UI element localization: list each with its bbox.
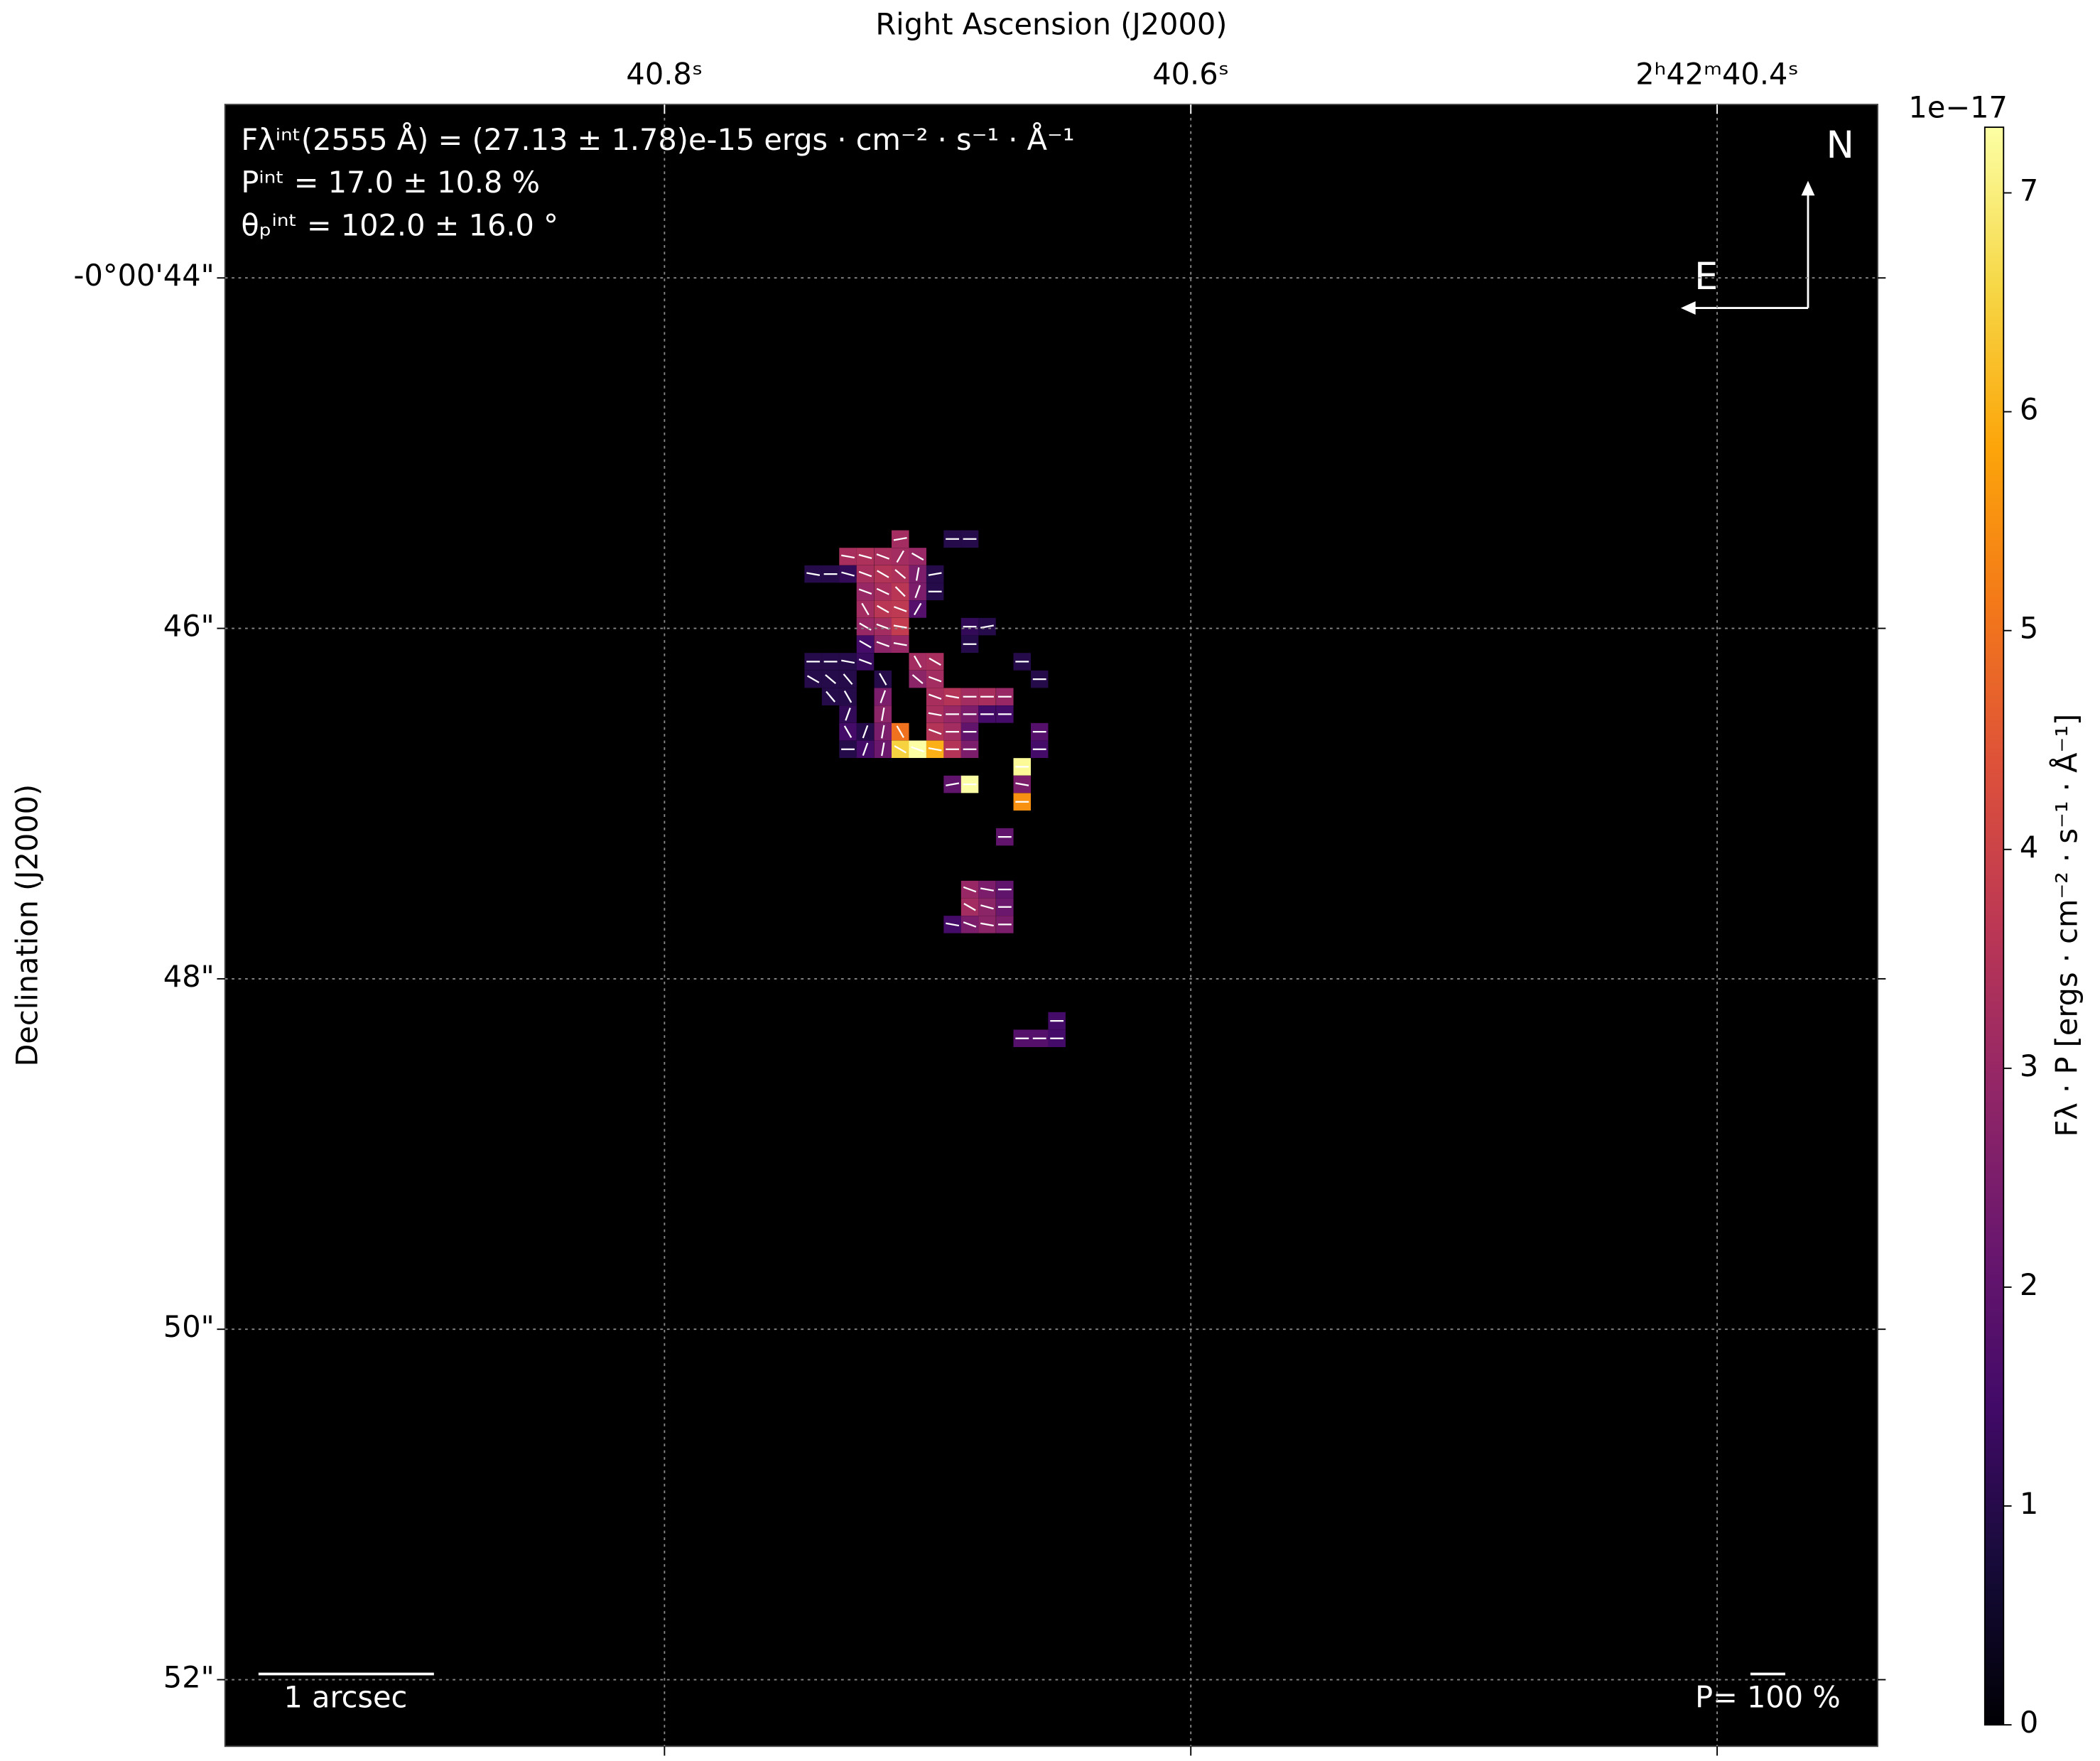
polarization-vector (911, 746, 924, 753)
polarization-vector (858, 553, 872, 559)
scale-bar-label: 1 arcsec (283, 1680, 407, 1714)
polarization-vector (928, 676, 942, 683)
polarization-vector (806, 675, 820, 683)
polarization-vector (843, 725, 853, 738)
polarization-vector (946, 782, 960, 786)
polarization-vector (980, 922, 994, 927)
polarization-vector (877, 570, 889, 578)
polarization-vector (929, 657, 941, 666)
polarization-vector (911, 552, 924, 561)
polarization-vector (911, 674, 924, 685)
compass-north: N (1826, 124, 1854, 167)
polarization-vector (946, 695, 960, 699)
polarization-vector (843, 673, 853, 686)
annotation: Pⁱⁿᵗ = 17.0 ± 10.8 % (241, 166, 540, 200)
y-tick-label: 46" (163, 609, 215, 644)
polarization-vector (893, 642, 907, 646)
colorbar-tick-label: 4 (2020, 830, 2038, 865)
compass-east: E (1694, 255, 1718, 298)
polarization-vector (928, 728, 942, 735)
polarization-vector (862, 725, 869, 739)
polarization-vector (861, 602, 870, 616)
polarization-vector (879, 673, 887, 686)
annotation: θₚⁱⁿᵗ = 102.0 ± 16.0 ° (241, 208, 558, 242)
colorbar-tick-label: 5 (2020, 612, 2038, 646)
colorbar-tick-label: 2 (2020, 1268, 2038, 1302)
polarization-vector (894, 745, 906, 754)
polarization-vector (877, 605, 889, 614)
polarization-vector (881, 725, 885, 739)
polarization-vector (841, 659, 855, 664)
polarization-vector (858, 588, 872, 595)
polarization-vector (881, 742, 885, 757)
polarization-vector (826, 690, 836, 703)
polarization-vector (928, 712, 942, 717)
colorbar-tick-label: 7 (2020, 174, 2038, 208)
x-tick-label: 40.8ˢ (626, 57, 703, 91)
polarization-vector (806, 572, 821, 576)
colorbar-tick-label: 1 (2020, 1487, 2038, 1521)
x-tick-label: 2ʰ42ᵐ40.4ˢ (1635, 57, 1799, 91)
polarization-vector (928, 572, 942, 576)
compass (1680, 180, 1815, 315)
polarization-vector (914, 585, 921, 599)
colorbar-label: Fλ · P [ergs · cm⁻² · s⁻¹ · Å⁻¹] (2050, 714, 2084, 1137)
polarization-vector (894, 586, 906, 597)
colorbar-tick-label: 6 (2020, 393, 2038, 427)
vector-scale-label: P= 100 % (1695, 1680, 1841, 1714)
polarization-vector (894, 606, 907, 612)
polarization-vector (881, 707, 885, 721)
polarization-vector (963, 886, 977, 893)
polarization-vector (980, 904, 994, 910)
polarization-vector (876, 641, 890, 648)
y-tick-label: 50" (163, 1310, 215, 1344)
polarization-vector (980, 624, 994, 629)
polarization-vector (963, 921, 977, 928)
colorbar-offset: 1e−17 (1908, 91, 2007, 125)
polarization-vector (980, 887, 994, 892)
polarization-vector (845, 708, 851, 721)
polarization-vector (896, 550, 904, 563)
y-tick-label: 52" (163, 1661, 215, 1695)
polarization-vector (859, 640, 872, 649)
polarization-vector (928, 747, 942, 752)
polarization-vector (896, 725, 904, 738)
polarization-vector (841, 554, 855, 559)
colorbar (1983, 126, 2005, 1726)
polarization-vector (963, 903, 976, 911)
polarization-vector (1015, 782, 1029, 786)
polarization-vector (879, 690, 887, 704)
polarization-vector (876, 553, 890, 560)
y-tick-label: -0°00'44" (74, 259, 215, 293)
polarization-vector (928, 693, 942, 700)
colorbar-tick-label: 3 (2020, 1049, 2038, 1083)
x-tick-label: 40.6ˢ (1152, 57, 1229, 91)
polarization-vector (876, 587, 889, 595)
y-tick-label: 48" (163, 960, 215, 994)
polarization-vector (858, 659, 872, 665)
polarization-vector (893, 624, 907, 629)
polarization-vector (894, 569, 906, 580)
polarization-vector (893, 537, 907, 541)
polarization-vector (876, 623, 890, 630)
annotation: Fλⁱⁿᵗ(2555 Å) = (27.13 ± 1.78)e-15 ergs … (241, 123, 1074, 157)
polarization-vector (915, 567, 920, 581)
polarization-vector (825, 674, 837, 685)
polarization-vector (914, 602, 922, 616)
x-axis-title: Right Ascension (J2000) (875, 8, 1227, 42)
polarization-vector (914, 655, 922, 668)
colorbar-tick-label: 0 (2020, 1706, 2038, 1740)
polarization-vector (862, 742, 869, 757)
polarization-vector (843, 690, 853, 703)
plot-area (224, 104, 1878, 1748)
polarization-vector (946, 922, 960, 927)
y-axis-title: Declination (J2000) (10, 784, 44, 1067)
polarization-vector (841, 571, 855, 577)
polarization-vector (858, 570, 872, 578)
